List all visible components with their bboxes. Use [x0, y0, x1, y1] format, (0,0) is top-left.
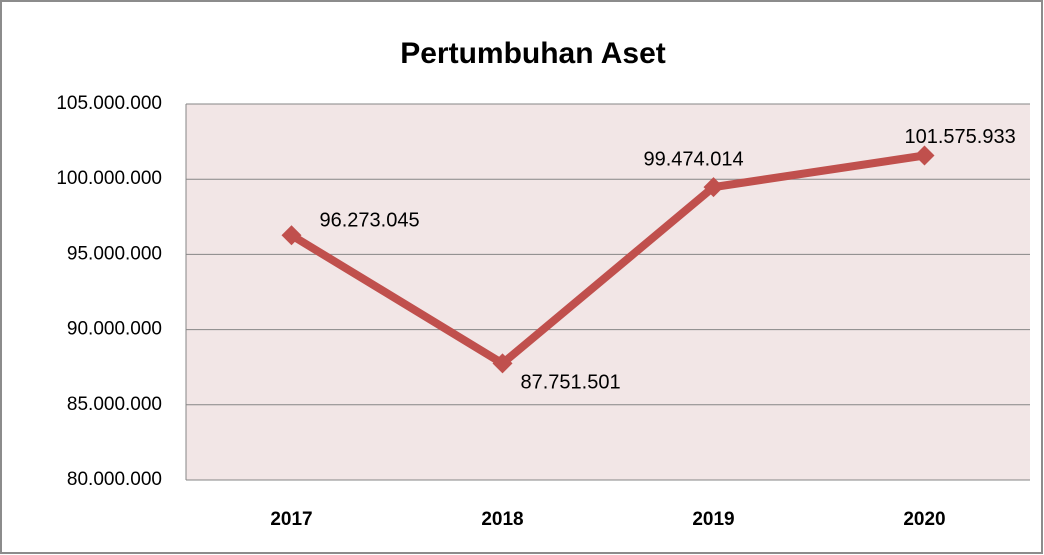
- data-label: 96.273.045: [320, 210, 420, 232]
- data-point: [492, 353, 513, 374]
- chart-title: Pertumbuhan Aset: [400, 37, 666, 70]
- data-point: [281, 225, 302, 246]
- y-tick-label: 80.000.000: [67, 469, 162, 490]
- y-tick-label: 100.000.000: [56, 168, 162, 189]
- plot-area: [186, 104, 1030, 480]
- y-tick-label: 105.000.000: [56, 93, 162, 114]
- data-point: [914, 145, 935, 166]
- y-tick-label: 90.000.000: [67, 319, 162, 340]
- data-label: 87.751.501: [521, 372, 621, 394]
- x-tick-label: 2020: [903, 509, 945, 530]
- y-tick-label: 95.000.000: [67, 243, 162, 264]
- x-tick-label: 2019: [692, 509, 734, 530]
- data-line: [289, 151, 926, 368]
- x-tick-label: 2018: [481, 509, 523, 530]
- data-point: [703, 177, 724, 198]
- x-tick-label: 2017: [270, 509, 312, 530]
- data-label: 101.575.933: [905, 126, 1016, 148]
- data-label: 99.474.014: [644, 148, 744, 170]
- y-tick-label: 85.000.000: [67, 394, 162, 415]
